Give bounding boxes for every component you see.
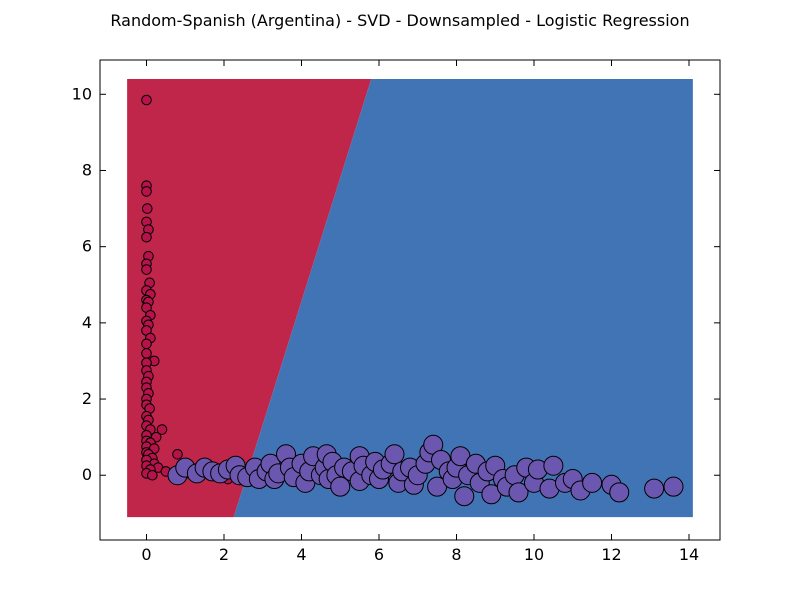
x-tick-label: 0 — [141, 545, 151, 564]
x-tick-label: 8 — [451, 545, 461, 564]
purple-point — [663, 476, 684, 497]
red-point — [141, 231, 152, 243]
purple-point — [454, 486, 475, 507]
x-tick-label: 6 — [374, 545, 384, 564]
red-point — [141, 348, 152, 359]
x-tick-label: 10 — [524, 545, 544, 564]
purple-point — [330, 476, 351, 497]
y-tick-label: 2 — [82, 389, 92, 408]
purple-point — [543, 455, 564, 476]
axes-frame — [99, 59, 721, 541]
y-tick-label: 0 — [82, 465, 92, 484]
y-tick-label: 4 — [82, 313, 92, 332]
red-point — [141, 203, 153, 214]
chart-title: Random-Spanish (Argentina) - SVD - Downs… — [110, 11, 689, 30]
purple-point — [582, 472, 603, 493]
red-point — [156, 424, 168, 435]
y-tick-label: 6 — [82, 237, 92, 256]
x-tick-label: 14 — [679, 545, 699, 564]
red-point — [141, 338, 152, 350]
decision-region-left — [127, 79, 372, 518]
purple-point — [644, 478, 665, 499]
x-tick-label: 4 — [296, 545, 306, 564]
y-tick-label: 8 — [82, 160, 92, 179]
purple-point — [508, 482, 529, 503]
purple-point — [384, 444, 405, 465]
x-tick-label: 2 — [219, 545, 229, 564]
red-point — [141, 94, 152, 106]
y-tick-label: 10 — [72, 84, 92, 103]
red-point — [141, 264, 152, 275]
plot-area: 0 2 4 6 8 10 12 14 0 2 4 6 8 10 — [72, 59, 721, 564]
decision-region-right — [233, 79, 693, 518]
red-point — [141, 186, 152, 197]
x-tick-label: 12 — [601, 545, 621, 564]
red-point — [147, 469, 158, 481]
red-point — [172, 448, 183, 460]
purple-point — [609, 482, 630, 503]
